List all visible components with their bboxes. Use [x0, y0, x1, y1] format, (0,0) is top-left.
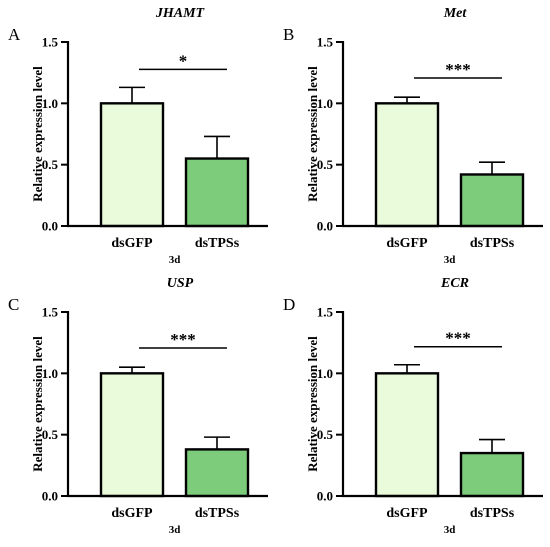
- y-tick-label: 0.0: [317, 489, 333, 504]
- y-tick-label: 0.0: [42, 219, 58, 234]
- x-tick-label: dsGFP: [111, 236, 153, 251]
- panel-letter: D: [283, 295, 295, 314]
- y-tick-label: 1.0: [42, 366, 58, 381]
- chart-title: JHAMT: [155, 6, 206, 21]
- y-tick-label: 1.5: [317, 305, 334, 320]
- chart-title: USP: [167, 276, 194, 291]
- y-tick-label: 1.0: [317, 366, 333, 381]
- chart-panel-b: B Met Relative expression level 0.0 0.5 1.0 1.…: [283, 6, 543, 266]
- x-tick-label: dsTPSs: [195, 236, 240, 251]
- bar-dsgfp: [99, 372, 165, 498]
- y-tick-label: 1.0: [317, 96, 333, 111]
- y-tick-label: 1.5: [317, 35, 334, 50]
- bar-dsgfp: [99, 102, 165, 228]
- x-tick-label: dsTPSs: [470, 506, 515, 521]
- y-axis-label: Relative expression level: [30, 66, 45, 202]
- bar-dsgfp: [374, 372, 440, 498]
- y-axis-label: Relative expression level: [30, 336, 45, 472]
- y-tick-label: 0.5: [317, 427, 334, 442]
- y-tick-label: 1.5: [42, 35, 59, 50]
- significance-marker: ***: [445, 60, 471, 79]
- x-axis-label: 3d: [444, 524, 456, 536]
- significance-marker: ***: [170, 330, 196, 349]
- panel-letter: B: [283, 25, 294, 44]
- bar-dstpss: [184, 157, 250, 228]
- chart-title: ECR: [440, 276, 469, 291]
- panel-letter: C: [8, 295, 19, 314]
- significance-marker: ***: [445, 329, 471, 348]
- bar-dstpss: [184, 448, 250, 498]
- y-tick-label: 0.0: [42, 489, 58, 504]
- x-tick-label: dsGFP: [386, 236, 428, 251]
- x-tick-label: dsGFP: [386, 506, 428, 521]
- bar-dstpss: [459, 451, 525, 498]
- x-axis-label: 3d: [169, 524, 181, 536]
- y-axis-label: Relative expression level: [305, 336, 320, 472]
- significance-marker: *: [179, 51, 188, 70]
- y-tick-label: 0.5: [42, 427, 59, 442]
- chart-panel-a: A JHAMT Relative expression level 0.0 0.5 1.0…: [8, 6, 268, 266]
- chart-panel-c: C USP Relative expression level 0.0 0.5 1.0 1.…: [8, 276, 268, 536]
- y-axis-label: Relative expression level: [305, 66, 320, 202]
- y-tick-label: 0.0: [317, 219, 333, 234]
- x-tick-label: dsGFP: [111, 506, 153, 521]
- chart-title: Met: [443, 6, 468, 21]
- panel-letter: A: [8, 25, 21, 44]
- x-tick-label: dsTPSs: [470, 236, 515, 251]
- bar-dstpss: [459, 173, 525, 228]
- chart-panel-d: D ECR Relative expression level 0.0 0.5 1.0 1.…: [283, 276, 543, 536]
- y-tick-label: 1.5: [42, 305, 59, 320]
- x-axis-label: 3d: [169, 254, 181, 266]
- y-tick-label: 1.0: [42, 96, 58, 111]
- x-tick-label: dsTPSs: [195, 506, 240, 521]
- x-axis-label: 3d: [444, 254, 456, 266]
- bar-dsgfp: [374, 102, 440, 228]
- y-tick-label: 0.5: [42, 157, 59, 172]
- y-tick-label: 0.5: [317, 157, 334, 172]
